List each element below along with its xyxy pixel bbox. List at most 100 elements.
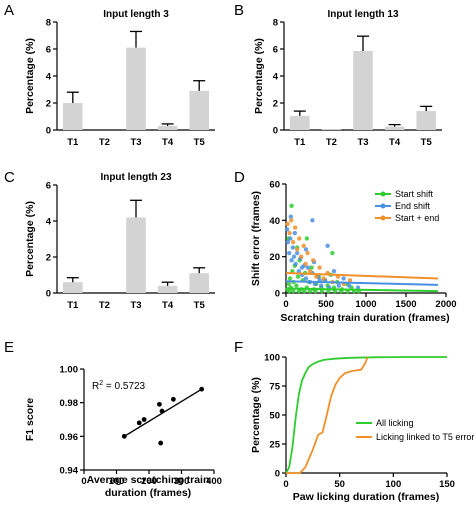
category-label-t1: T1 [294, 137, 306, 148]
x-tick-label: 0 [283, 299, 288, 310]
panel-label-c: C [4, 169, 15, 186]
panel-f-cumulative-chart: 0 25 50 75 100 0 50 100 150 Percentage (%) Paw lic… [250, 353, 474, 504]
panel-c-bar-chart: Input length 23 0 2 4 6 Percentage (%) T1 T2 T3 T… [24, 172, 215, 311]
scatter-point [295, 274, 301, 279]
scatter-point [325, 243, 330, 248]
bar-t3 [126, 217, 146, 293]
x-axis-label: Scratching train duration (frames) [280, 312, 449, 324]
scatter-point [291, 288, 296, 294]
legend-marker [380, 215, 386, 221]
y-axis-label: F1 score [24, 398, 36, 441]
scatter-point [291, 254, 297, 259]
y-axis-label: Percentage (%) [250, 377, 262, 453]
scatter-point [293, 261, 298, 267]
scatter-point [295, 250, 300, 256]
x-tick-label: 400 [206, 476, 222, 487]
y-tick-label: 8 [273, 18, 278, 29]
x-axis-label-line: duration (frames) [105, 487, 191, 499]
bar-t4 [384, 126, 405, 130]
scatter-point [321, 276, 326, 281]
series-line-1 [286, 356, 369, 474]
scatter-point [355, 285, 361, 290]
panel-label-d: D [234, 169, 245, 186]
scatter-point [347, 283, 352, 288]
r-squared-base: R [92, 381, 99, 392]
x-tick-label: 300 [174, 476, 190, 487]
scatter-point [303, 261, 308, 267]
x-tick-label: 100 [109, 476, 125, 487]
panel-e-scatter-chart: 0.94 0.96 0.98 1.00 0 100 200 300 400 F1 score Ave… [24, 365, 222, 500]
scatter-point [296, 269, 301, 274]
y-tick-label: 100 [264, 353, 280, 364]
scatter-point [305, 250, 310, 256]
scatter-point [289, 218, 294, 223]
scatter-point [302, 288, 307, 294]
y-axis-label: Percentage (%) [253, 38, 265, 114]
y-tick-label: 0 [46, 289, 51, 300]
scatter-point [304, 236, 309, 241]
bar-t1 [63, 103, 83, 130]
panel-label-f: F [234, 339, 243, 356]
fit-line-1 [285, 280, 439, 286]
scatter-point [330, 250, 335, 256]
legend-label: Start + end [395, 213, 439, 223]
category-label-t2: T2 [99, 300, 110, 311]
legend-label: Start shift [395, 189, 434, 199]
chart-title: Input length 3 [103, 9, 169, 20]
scatter-point [159, 408, 165, 414]
scatter-point [331, 269, 337, 274]
panel-b-bar-chart: Input length 13 0 2 4 6 8 Percentage (%) T1 T2 T3… [253, 9, 442, 148]
scatter-point [305, 265, 311, 270]
x-axis-label-line: Average scratching train [87, 474, 210, 486]
scatter-point [336, 283, 341, 288]
scatter-point [297, 236, 302, 241]
scatter-point [303, 247, 309, 252]
bar-t3 [126, 47, 146, 130]
scatter-point [287, 250, 292, 256]
scatter-point [296, 288, 301, 294]
category-label-t5: T5 [194, 300, 206, 311]
fit-line-2 [285, 272, 439, 280]
category-label-t5: T5 [194, 137, 206, 148]
y-tick-label: 0 [275, 289, 280, 300]
category-label-t4: T4 [162, 137, 174, 148]
x-tick-label: 200 [141, 476, 157, 487]
y-tick-label: 0.98 [60, 398, 79, 409]
category-label-t4: T4 [389, 137, 401, 148]
x-tick-label: 2000 [435, 299, 456, 310]
category-label-t4: T4 [162, 300, 174, 311]
x-axis-label: Average scratching train duration (frames… [87, 474, 210, 499]
y-tick-label: 40 [269, 216, 280, 227]
category-label-t3: T3 [357, 137, 368, 148]
y-tick-label: 1.00 [60, 365, 79, 376]
category-label-t2: T2 [99, 137, 110, 148]
category-label-t5: T5 [421, 137, 433, 148]
bar-t5 [189, 90, 209, 130]
bar-t1 [63, 282, 83, 293]
legend-label: Licking linked to T5 error [376, 432, 474, 442]
y-axis-label: Percentage (%) [24, 201, 36, 277]
category-label-t1: T1 [67, 300, 79, 311]
scatter-point [341, 276, 346, 281]
scatter-point [310, 218, 315, 223]
x-tick-label: 1500 [395, 299, 416, 310]
x-tick-label: 0 [81, 476, 86, 487]
category-label-t1: T1 [67, 137, 79, 148]
panel-label-b: B [234, 2, 244, 19]
y-tick-label: 0.96 [60, 432, 79, 443]
y-axis-label: Percentage (%) [24, 38, 36, 114]
y-tick-label: 20 [269, 252, 280, 263]
scatter-point [319, 283, 324, 288]
scatter-point [285, 221, 290, 227]
scatter-point [347, 278, 353, 283]
scatter-point [289, 258, 294, 263]
x-tick-label: 0 [283, 479, 288, 490]
scatter-point [285, 227, 290, 232]
scatter-point [157, 401, 162, 407]
scatter-point [170, 396, 176, 402]
r-squared-value: = 0.5723 [103, 381, 145, 392]
scatter-point [311, 258, 316, 263]
scatter-point [287, 288, 292, 294]
series-line-0 [285, 356, 447, 474]
